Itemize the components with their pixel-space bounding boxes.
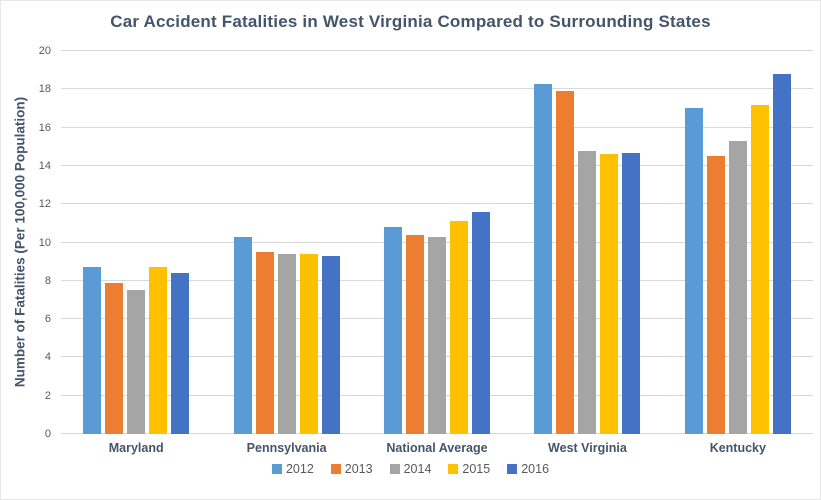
bar-2014-maryland <box>127 290 146 434</box>
bar-2013-national-average <box>406 234 425 434</box>
legend-swatch-2012 <box>271 464 282 474</box>
x-label-national-average: National Average <box>386 441 488 455</box>
y-tick-label-10: 10 <box>38 236 51 249</box>
gridline-20 <box>61 50 813 51</box>
x-axis-labels: Maryland Pennsylvania National Average West… <box>61 441 813 455</box>
bar-2012-national-average <box>384 227 403 434</box>
bar-2016-national-average <box>472 211 491 434</box>
x-label-pennsylvania: Pennsylvania <box>246 441 327 455</box>
y-tick-label-14: 14 <box>38 159 51 172</box>
bar-2015-maryland <box>149 267 168 434</box>
bar-2013-pennsylvania <box>255 252 274 434</box>
gridline-16 <box>61 126 813 128</box>
legend-label-2013: 2013 <box>344 462 373 476</box>
bar-2014-pennsylvania <box>277 254 296 434</box>
x-label-kentucky: Kentucky <box>709 441 766 455</box>
bar-2013-kentucky <box>706 156 725 434</box>
legend-item-2013: 2013 <box>330 462 373 476</box>
bar-group-national-average <box>362 51 512 434</box>
legend-label-2015: 2015 <box>462 462 491 476</box>
legend-item-2014: 2014 <box>389 462 432 476</box>
legend-label-2014: 2014 <box>403 462 432 476</box>
y-tick-label-16: 16 <box>38 121 51 134</box>
gridline-14 <box>61 164 813 166</box>
bar-2016-maryland <box>171 273 190 434</box>
bar-group-maryland <box>61 51 211 434</box>
plot-area <box>61 50 813 434</box>
legend-label-2016: 2016 <box>521 462 550 476</box>
legend-item-2016: 2016 <box>507 462 549 476</box>
chart-title: Car Accident Fatalities in West Virginia… <box>110 12 711 31</box>
bar-2016-west-virginia <box>622 152 641 434</box>
y-tick-label-12: 12 <box>38 198 51 211</box>
bar-2014-national-average <box>428 236 447 434</box>
legend-item-2012: 2012 <box>271 462 314 476</box>
y-tick-label-2: 2 <box>44 389 51 402</box>
bar-2015-national-average <box>450 221 469 434</box>
y-tick-label-20: 20 <box>38 45 51 57</box>
bar-2016-kentucky <box>772 73 791 434</box>
legend-item-2015: 2015 <box>448 462 490 476</box>
bar-2015-pennsylvania <box>299 254 318 434</box>
bar-2015-kentucky <box>750 104 769 434</box>
bar-2013-west-virginia <box>556 91 575 434</box>
x-label-maryland: Maryland <box>108 441 164 455</box>
y-tick-label-6: 6 <box>44 313 51 326</box>
y-tick-label-0: 0 <box>44 428 51 440</box>
bar-2014-kentucky <box>728 141 747 434</box>
legend-swatch-2015 <box>448 464 459 474</box>
legend: 2012 2013 2014 2015 2016 <box>1 462 820 476</box>
x-label-west-virginia: West Virginia <box>548 441 627 455</box>
y-tick-label-18: 18 <box>38 83 51 96</box>
bar-2014-west-virginia <box>578 150 597 434</box>
gridline-12 <box>61 203 813 205</box>
bar-group-west-virginia <box>512 51 662 434</box>
y-tick-label-8: 8 <box>44 274 51 287</box>
bar-group-kentucky <box>663 51 813 434</box>
legend-swatch-2014 <box>389 464 400 474</box>
y-tick-label-4: 4 <box>44 351 51 364</box>
bar-2012-west-virginia <box>534 83 553 434</box>
bar-2012-maryland <box>83 267 102 434</box>
gridline-18 <box>61 88 813 90</box>
legend-label-2012: 2012 <box>285 462 314 476</box>
bar-2016-pennsylvania <box>321 255 340 434</box>
bar-2015-west-virginia <box>600 154 619 434</box>
bar-2013-maryland <box>105 282 124 434</box>
legend-swatch-2013 <box>330 464 341 474</box>
bar-2012-pennsylvania <box>233 236 252 434</box>
bar-groups <box>61 51 813 434</box>
legend-swatch-2016 <box>507 464 518 474</box>
bar-group-pennsylvania <box>211 51 361 434</box>
bar-2012-kentucky <box>684 108 703 434</box>
